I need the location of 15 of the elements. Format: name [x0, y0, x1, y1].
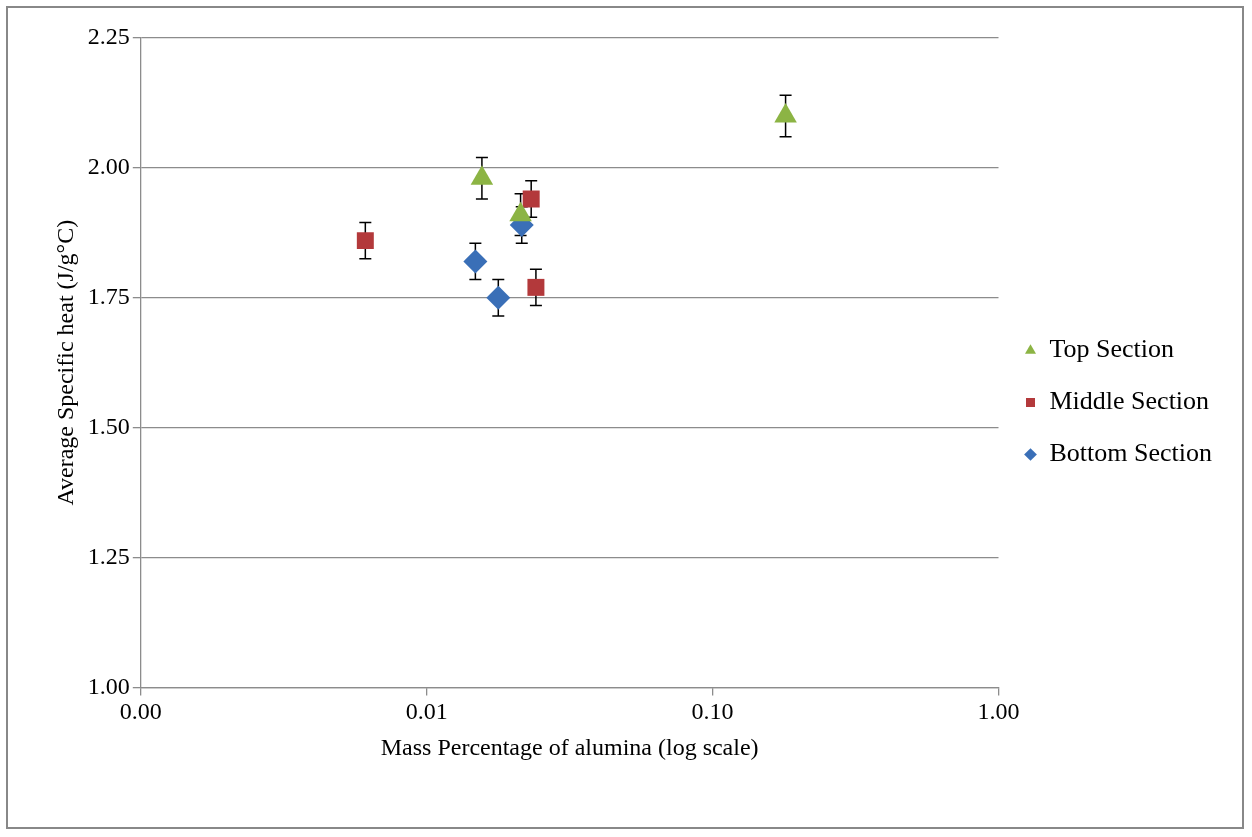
x-tick-label: 0.01	[405, 698, 448, 725]
y-tick-label: 1.75	[87, 283, 130, 310]
y-tick-label: 2.00	[87, 153, 130, 180]
legend-label: Bottom Section	[1049, 438, 1212, 468]
x-axis-title: Mass Percentage of alumina (log scale)	[380, 733, 759, 760]
legend-label: Middle Section	[1049, 386, 1210, 416]
y-tick-label: 2.25	[87, 23, 130, 50]
x-tick-label: 0.00	[119, 698, 162, 725]
x-tick-label: 0.10	[691, 698, 734, 725]
legend-label: Top Section	[1049, 334, 1175, 364]
y-axis-title: Average Specific heat (J/g°C)	[51, 219, 78, 506]
x-tick-label: 1.00	[977, 698, 1020, 725]
y-tick-label: 1.00	[87, 672, 130, 699]
y-tick-label: 1.50	[87, 412, 130, 439]
y-tick-label: 1.25	[87, 542, 130, 569]
